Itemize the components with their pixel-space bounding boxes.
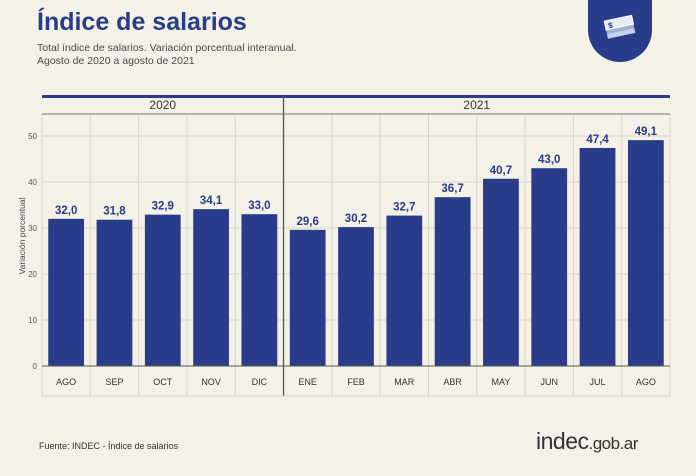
bar-value-label: 32,0	[55, 205, 77, 217]
bar	[627, 140, 664, 366]
bar	[193, 209, 229, 366]
x-tick-label: ENE	[298, 377, 317, 387]
bar	[579, 147, 616, 366]
y-tick-label: 10	[28, 316, 37, 325]
x-tick-label: JUL	[590, 377, 606, 387]
bar-value-label: 32,9	[152, 201, 174, 213]
y-tick-label: 30	[28, 224, 37, 233]
x-tick-label: FEB	[347, 377, 365, 387]
year-header: 2020 2021	[42, 95, 670, 396]
bar-value-label: 43,0	[538, 154, 560, 166]
bar-value-label: 36,7	[441, 183, 463, 195]
bar	[241, 214, 278, 366]
x-tick-label: AGO	[56, 377, 76, 387]
y-tick-label: 40	[28, 178, 37, 187]
bar	[531, 168, 568, 366]
x-tick-label: JUN	[540, 377, 558, 387]
x-axis-labels: AGO SEP OCT NOV DIC ENE FEB MAR ABR MAY JUN JUL AGO	[42, 365, 670, 397]
svg-text:$: $	[607, 20, 614, 30]
year-label: 2021	[463, 98, 490, 112]
bar-value-label: 32,7	[393, 202, 415, 214]
logo-suffix: .gob.ar	[588, 434, 638, 453]
indec-logo: indec.gob.ar	[536, 428, 638, 455]
bar	[434, 197, 471, 366]
money-stack-icon: $	[603, 14, 636, 39]
y-tick-label: 50	[28, 132, 37, 141]
y-axis-ticks: 0 10 20 30 40 50	[28, 132, 37, 371]
chart-subtitle: Total índice de salarios. Variación porc…	[37, 42, 297, 54]
y-tick-label: 20	[28, 270, 37, 279]
bar	[386, 215, 423, 366]
x-tick-label: DIC	[252, 377, 268, 387]
bar-value-label: 31,8	[103, 206, 126, 218]
chart-period: Agosto de 2020 a agosto de 2021	[37, 55, 195, 67]
x-tick-label: SEP	[105, 377, 123, 387]
x-tick-label: MAR	[394, 377, 415, 387]
bar-value-label: 29,6	[296, 216, 318, 228]
bar	[144, 214, 181, 366]
x-tick-label: NOV	[201, 377, 221, 387]
bar-value-label: 49,1	[635, 126, 658, 138]
year-header-rule	[42, 95, 670, 98]
bar	[289, 229, 326, 366]
bar	[48, 218, 85, 366]
bar-value-label: 40,7	[490, 165, 512, 177]
bar	[338, 227, 374, 366]
bar	[96, 219, 133, 366]
x-tick-label: ABR	[443, 377, 462, 387]
year-label: 2020	[149, 98, 176, 112]
x-tick-label: AGO	[636, 377, 656, 387]
source-note: Fuente: INDEC - Índice de salarios	[39, 441, 179, 451]
y-tick-label: 0	[33, 362, 38, 371]
logo-main: indec	[536, 428, 589, 454]
x-tick-label: MAY	[492, 377, 511, 387]
bar-value-label: 47,4	[586, 134, 609, 146]
bar-value-label: 33,0	[248, 200, 270, 212]
y-axis-label: Variación porcentual	[17, 197, 27, 274]
page-title: Índice de salarios	[37, 8, 247, 36]
bar-value-label: 30,2	[345, 213, 367, 225]
bar	[483, 178, 519, 366]
header-badge: $	[588, 0, 652, 62]
bars: 32,0 31,8 32,9 34,1 33,0 29,6 30,2 32,7 36,7 40,7…	[48, 126, 664, 366]
bar-value-label: 34,1	[200, 195, 223, 207]
x-tick-label: OCT	[153, 377, 173, 387]
